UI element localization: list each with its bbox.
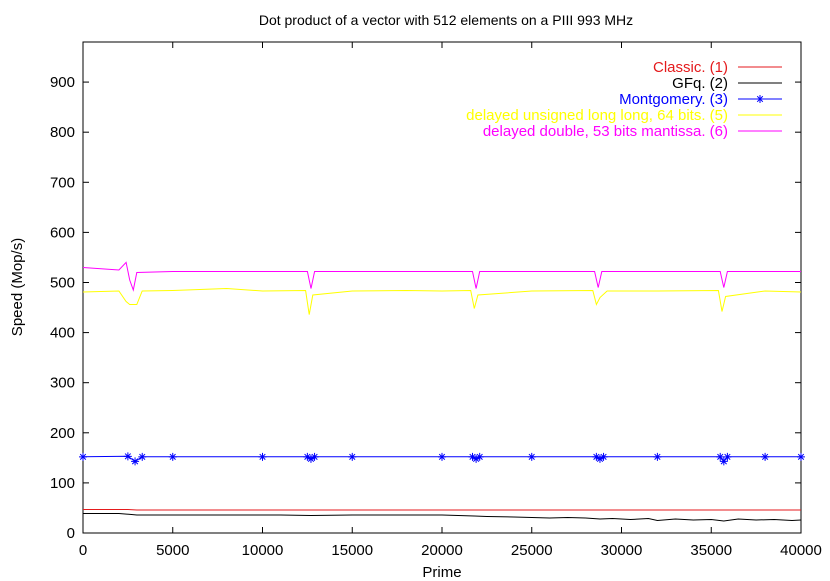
data-point-marker: [475, 452, 484, 461]
data-point-marker: [131, 457, 140, 466]
y-tick-label: 100: [50, 475, 75, 492]
legend-label: GFq. (2): [672, 75, 728, 92]
series-layer: [79, 261, 805, 522]
y-axis-label: Speed (Mop/s): [9, 238, 26, 336]
data-point-marker: [595, 454, 604, 463]
x-tick-label: 35000: [690, 542, 732, 559]
y-axis: 0 100 200 300 400 500 600 700 800 900: [50, 74, 801, 542]
data-point-marker: [716, 452, 725, 461]
series-line-2: [83, 513, 802, 522]
series-markers-3: [79, 452, 805, 466]
y-tick-label: 300: [50, 375, 75, 392]
data-point-marker: [719, 457, 728, 466]
x-tick-label: 20000: [421, 542, 463, 559]
legend-marker: [756, 95, 764, 103]
data-point-marker: [599, 452, 608, 461]
data-point-marker: [348, 452, 357, 461]
series-line-5: [82, 261, 801, 292]
series-line-4: [82, 287, 802, 315]
x-tick-label: 25000: [511, 542, 553, 559]
y-tick-label: 0: [67, 525, 75, 542]
data-point-marker: [168, 452, 177, 461]
data-point-marker: [310, 452, 319, 461]
data-point-marker: [123, 452, 132, 461]
x-tick-label: 10000: [242, 542, 284, 559]
data-point-marker: [723, 452, 732, 461]
x-axis: 0 5000 10000 15000 20000 25000 30000 35000 40000: [79, 42, 822, 559]
legend-label: Montgomery. (3): [619, 91, 728, 108]
y-tick-label: 700: [50, 174, 75, 191]
y-tick-label: 800: [50, 124, 75, 141]
chart-title: Dot product of a vector with 512 element…: [259, 12, 633, 28]
y-tick-label: 500: [50, 274, 75, 291]
data-point-marker: [438, 452, 446, 461]
data-point-marker: [138, 452, 147, 461]
y-tick-label: 900: [50, 74, 75, 91]
data-point-marker: [79, 452, 87, 461]
y-tick-label: 200: [50, 425, 75, 442]
x-tick-label: 40000: [780, 542, 822, 559]
legend-label: delayed double, 53 bits mantissa. (6): [483, 123, 728, 140]
x-tick-label: 30000: [601, 542, 643, 559]
x-tick-label: 15000: [331, 542, 373, 559]
data-point-marker: [306, 454, 315, 463]
x-tick-label: 5000: [156, 542, 189, 559]
data-point-marker: [761, 452, 770, 461]
x-axis-label: Prime: [422, 564, 461, 581]
data-point-marker: [592, 452, 601, 461]
data-point-marker: [653, 452, 662, 461]
x-tick-label: 0: [79, 542, 87, 559]
y-tick-label: 600: [50, 224, 75, 241]
data-point-marker: [258, 452, 267, 461]
data-point-marker: [303, 452, 312, 461]
series-line-1: [83, 509, 801, 511]
legend-label: Classic. (1): [653, 59, 728, 76]
data-point-marker: [472, 454, 481, 463]
legend-label: delayed unsigned long long, 64 bits. (5): [466, 107, 728, 124]
y-tick-label: 400: [50, 325, 75, 342]
data-point-marker: [468, 452, 477, 461]
data-point-marker: [527, 452, 536, 461]
data-point-marker: [797, 452, 805, 461]
legend: Classic. (1)GFq. (2)Montgomery. (3)delay…: [466, 59, 782, 140]
